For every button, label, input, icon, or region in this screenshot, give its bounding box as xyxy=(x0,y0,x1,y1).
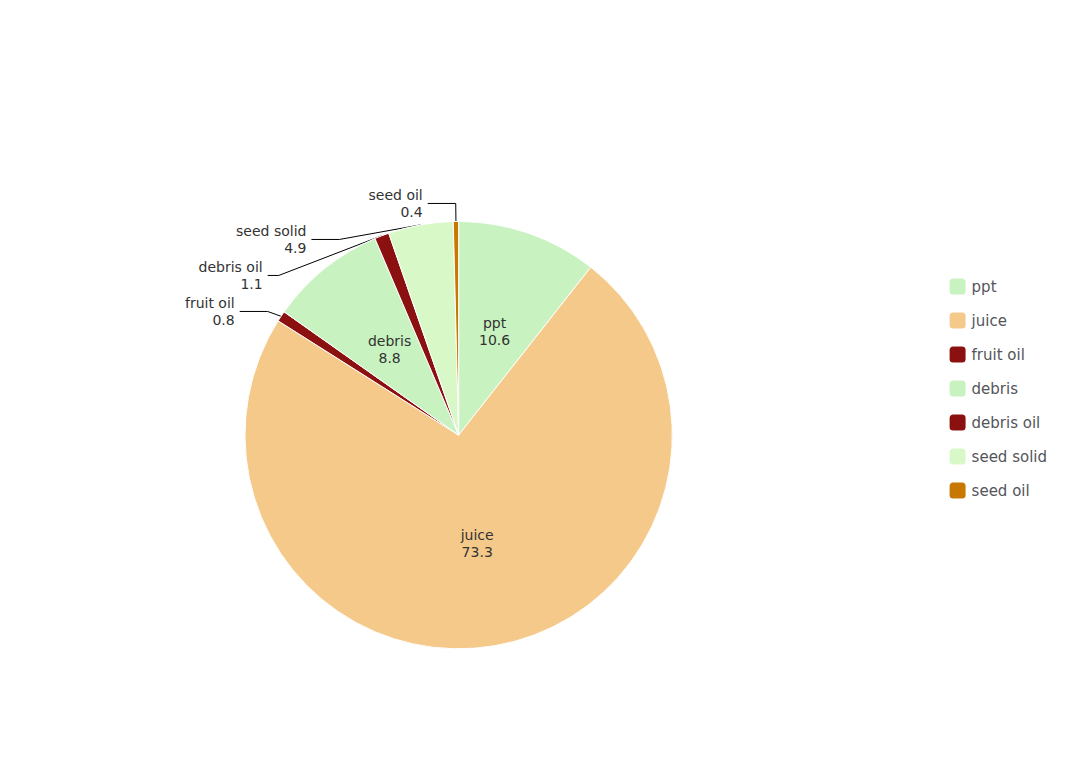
svg-text:73.3: 73.3 xyxy=(462,544,493,560)
svg-text:seed solid: seed solid xyxy=(236,223,306,239)
svg-text:4.9: 4.9 xyxy=(284,240,306,256)
svg-text:1.1: 1.1 xyxy=(240,276,262,292)
svg-text:fruit oil: fruit oil xyxy=(972,346,1025,364)
svg-text:juice: juice xyxy=(460,527,494,543)
svg-text:seed oil: seed oil xyxy=(369,187,423,203)
svg-text:debris oil: debris oil xyxy=(199,259,263,275)
svg-text:seed solid: seed solid xyxy=(972,448,1047,466)
svg-text:ppt: ppt xyxy=(483,315,507,331)
svg-text:debris oil: debris oil xyxy=(972,414,1041,432)
svg-text:juice: juice xyxy=(971,312,1007,330)
svg-text:0.8: 0.8 xyxy=(212,312,234,328)
svg-text:fruit oil: fruit oil xyxy=(185,295,235,311)
svg-text:10.6: 10.6 xyxy=(479,332,510,348)
svg-text:ppt: ppt xyxy=(972,278,997,296)
svg-text:0.4: 0.4 xyxy=(400,204,422,220)
svg-text:debris: debris xyxy=(368,333,411,349)
svg-text:seed oil: seed oil xyxy=(972,482,1030,500)
svg-text:8.8: 8.8 xyxy=(379,350,401,366)
svg-text:debris: debris xyxy=(972,380,1019,398)
